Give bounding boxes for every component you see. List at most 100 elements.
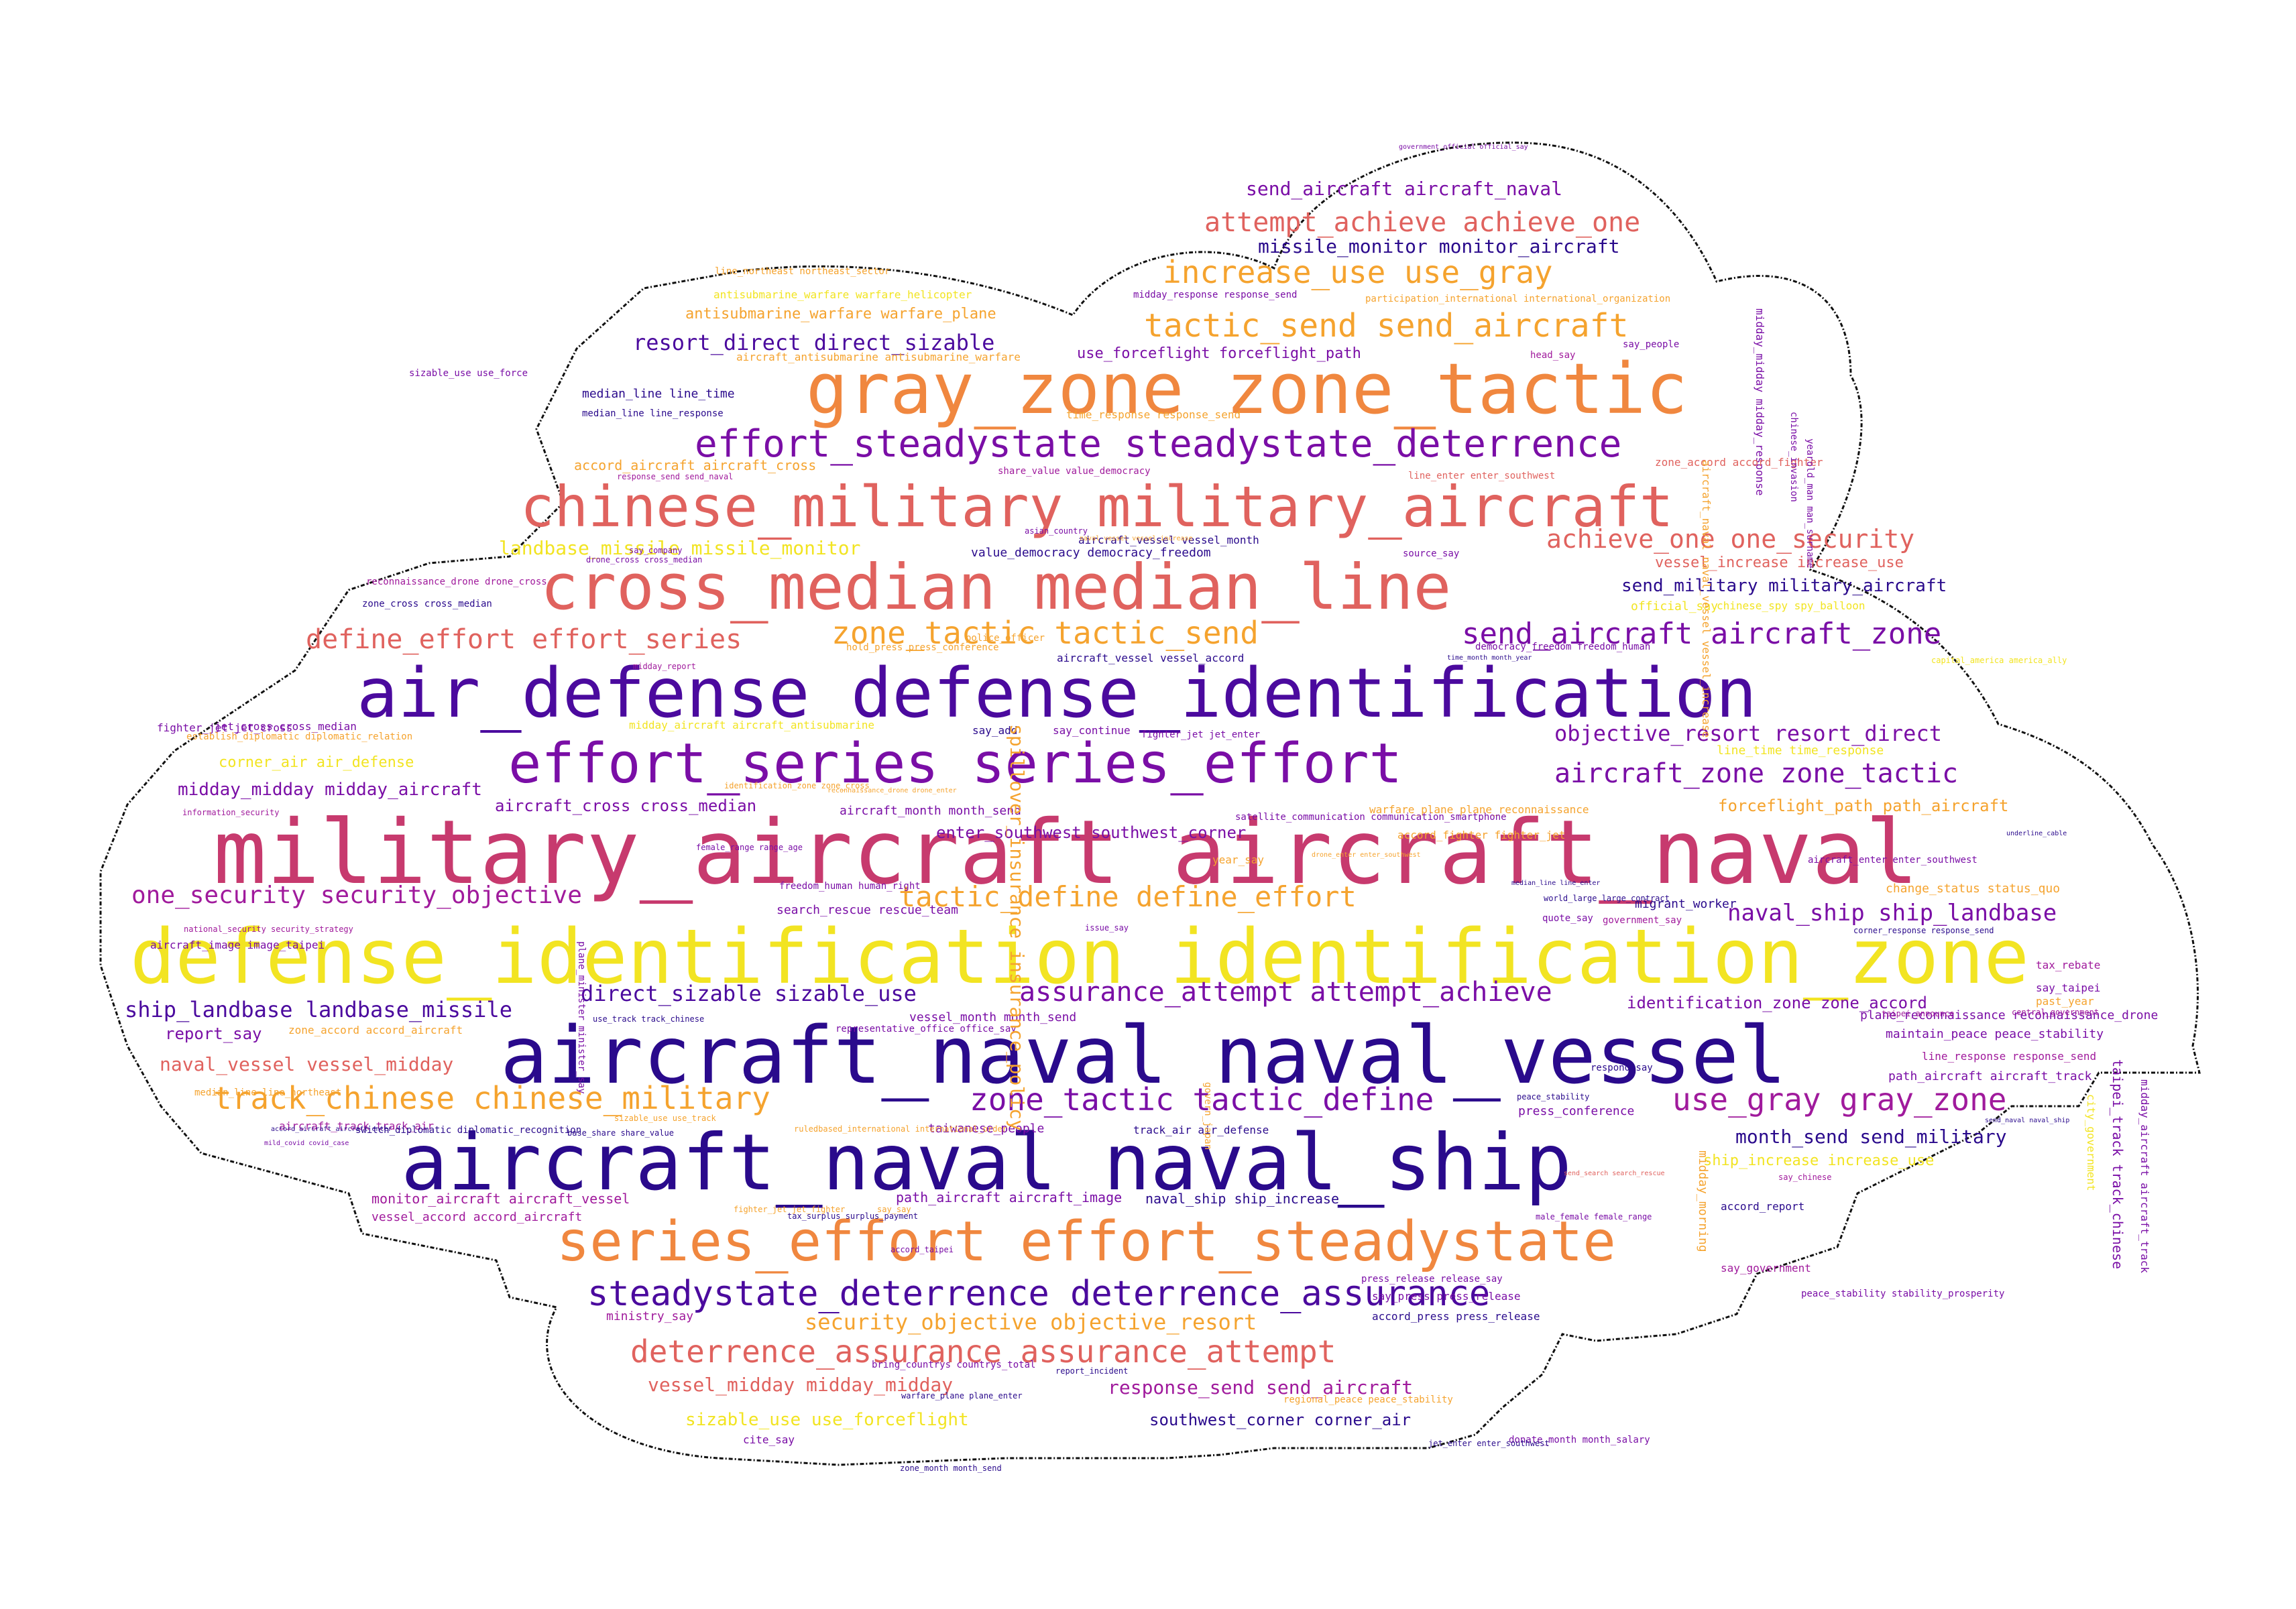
word-cloud-term: aircraft_vessel vessel_month (1078, 534, 1259, 546)
word-cloud-term: capital_america america_ally (1931, 656, 2067, 665)
word-cloud-term: vessel_midday midday_midday (648, 1374, 954, 1396)
word-cloud-term: accord_aircraft aircraft_enter (271, 1126, 392, 1133)
word-cloud-term: vessel_accord accord_aircraft (371, 1210, 583, 1224)
word-cloud-term: direct_sizable sizable_use (581, 981, 917, 1006)
word-cloud-term: government_say (1603, 915, 1682, 926)
word-cloud-term: national_security security_strategy (184, 925, 353, 934)
word-cloud-term: effort_steadystate steadystate_deterrenc… (695, 422, 1622, 466)
word-cloud-term: report_incident (1055, 1366, 1129, 1376)
word-cloud-term: value_democracy democracy_freedom (971, 546, 1211, 560)
word-cloud-term: warfare_plane plane_enter (901, 1391, 1023, 1401)
word-cloud-term: aircraft_naval naval_vessel (500, 1009, 1787, 1101)
word-cloud-term: drone_cross cross_median (586, 555, 703, 564)
word-cloud-term: line_northeast northeast_sector (715, 266, 891, 277)
word-cloud-term: gray_zone zone_tactic (806, 348, 1688, 430)
word-cloud-term: maintain_peace peace_stability (1886, 1027, 2104, 1041)
word-cloud-term: path_aircraft aircraft_track (1888, 1069, 2092, 1083)
word-cloud-term: deterrence_assurance assurance_attempt (630, 1333, 1336, 1370)
word-cloud-term: base_share share_value (567, 1128, 674, 1138)
word-cloud-term: city_government (2085, 1094, 2098, 1191)
word-cloud-term: democracy_freedom freedom_human (1475, 642, 1651, 652)
word-cloud-term: male_female female_range (1536, 1212, 1652, 1221)
word-cloud-term: use_forceflight forceflight_path (1077, 345, 1361, 362)
word-cloud-term: fighter_jet jet_cross (157, 721, 293, 734)
word-cloud-term: establish_diplomatic diplomatic_relation (186, 731, 413, 742)
word-cloud-term: increase_use use_gray (1163, 254, 1553, 290)
word-cloud-term: spillover_insurance insurance_policy (1006, 724, 1028, 1131)
word-cloud-term: define_effort effort_series (306, 624, 742, 655)
word-cloud-term: aircraft_cross cross_median (495, 796, 757, 815)
word-cloud-term: median_line line_northeast (194, 1087, 342, 1098)
word-cloud-term: freedom_human human_right (779, 881, 921, 892)
word-cloud-term: monitor_aircraft aircraft_vessel (371, 1191, 630, 1207)
word-cloud-term: information_security (182, 808, 280, 817)
word-cloud-term: response_send send_naval (617, 472, 734, 481)
word-cloud-term: say_add (972, 724, 1018, 737)
word-cloud-term: aircraft_antisubmarine antisubmarine_war… (736, 351, 1021, 363)
word-cloud-term: median_line line_response (582, 408, 724, 419)
word-cloud-term: use_gray gray_zone (1672, 1081, 2007, 1118)
word-cloud-term: send_search search_rescue (1564, 1170, 1665, 1177)
word-cloud-term: vessel_month month_send (909, 1010, 1077, 1024)
word-cloud-term: yearold_man man_surname (1804, 438, 1815, 569)
word-cloud-term: attempt_achieve achieve_one (1204, 207, 1641, 238)
word-cloud-term: zone_accord accord_fighter (1655, 456, 1823, 469)
word-cloud-term: track_air air_defense (1133, 1124, 1269, 1136)
word-cloud-term: use_track track_chinese (593, 1014, 705, 1024)
word-cloud-term: accord_fighter fighter_jet (1397, 829, 1566, 841)
word-cloud-term: official_say (1631, 599, 1719, 613)
word-cloud-term: resort_direct direct_sizable (633, 330, 995, 355)
word-cloud-term: identification_zone zone_accord (1627, 994, 1927, 1012)
word-cloud-term: median_line line_enter (1511, 880, 1601, 887)
word-cloud-term: representative_office office_say (836, 1024, 1017, 1034)
word-cloud-term: switch_diplomatic diplomatic_recognition (355, 1125, 582, 1136)
word-cloud-term: press_release release_say (1361, 1274, 1503, 1285)
word-cloud-term: aircraft_naval naval_ship (401, 1118, 1572, 1208)
word-cloud-term: zone_cross cross_median (362, 599, 492, 609)
word-cloud-term: send_naval naval_ship (1985, 1117, 2070, 1124)
word-cloud-term: zone_tactic tactic_define (970, 1081, 1434, 1118)
word-cloud-term: accord_press press_release (1372, 1310, 1540, 1323)
word-cloud-term: zone_tactic tactic_send (831, 615, 1259, 651)
word-cloud-term: report_say (165, 1024, 262, 1043)
word-cloud-term: taiwanese_people (928, 1122, 1045, 1136)
word-cloud-term: aircraft_naval naval_vessel vessel_incre… (1700, 460, 1713, 738)
word-cloud-term: jet_cross cross_median (215, 720, 357, 733)
word-cloud-term: objective_resort resort_direct (1554, 721, 1942, 746)
word-cloud-term: missile_monitor monitor_aircraft (1258, 235, 1620, 257)
word-cloud-term: antisubmarine_warfare warfare_plane (685, 306, 996, 322)
word-cloud-term: defense_identification identification_zo… (130, 914, 2030, 1001)
word-cloud-term: tax_rebate (2036, 959, 2101, 971)
word-cloud-term: steadystate_deterrence deterrence_assura… (587, 1274, 1491, 1314)
word-cloud-term: search_rescue rescue_team (777, 903, 958, 917)
word-cloud-term: achieve_one one_security (1546, 524, 1915, 554)
word-cloud-term: aircraft_image image_taipei (150, 939, 325, 951)
word-cloud-term: aircraft_vessel vessel_accord (1057, 652, 1245, 664)
word-cloud-term: tactic_define define_effort (899, 880, 1357, 913)
word-cloud-term: sizable_use use_track (614, 1114, 716, 1123)
word-cloud-term: accord_aircraft aircraft_cross (574, 457, 817, 473)
word-cloud-term: peace_stability (1517, 1092, 1590, 1101)
word-cloud-term: fighter_jet jet_enter (1141, 729, 1261, 740)
word-cloud-term: chinese_spy spy_balloon (1717, 599, 1866, 612)
word-cloud-term: taipei_track track_chinese (2110, 1059, 2126, 1270)
word-cloud-term: say_say (877, 1205, 911, 1214)
word-cloud-term: ship_landbase landbase_missile (125, 997, 512, 1022)
word-cloud-term: say_chinese (1778, 1173, 1832, 1182)
word-cloud-term: corner_air air_defense (219, 754, 414, 771)
word-cloud-term: send_military military_aircraft (1621, 576, 1947, 596)
word-cloud-term: cross_median median_line (540, 551, 1452, 624)
word-cloud-term: identification_zone zone_cross (724, 781, 870, 790)
word-cloud-term: line_response response_send (1922, 1050, 2097, 1063)
word-cloud-term: issue_say (1085, 923, 1129, 933)
word-cloud-term: zone_month month_send (900, 1464, 1002, 1473)
word-cloud-term: series_effort effort_steadystate (557, 1210, 1616, 1274)
word-cloud-term: naval_vessel vessel_increase (1080, 535, 1193, 542)
word-cloud-term: forceflight_path path_aircraft (1718, 796, 2009, 815)
word-cloud-term: send_aircraft aircraft_naval (1246, 178, 1563, 200)
word-cloud-term: aircraft_zone zone_tactic (1554, 758, 1959, 789)
word-cloud-term: aircraft_track track_air (279, 1120, 435, 1132)
word-cloud-term: naval_vessel vessel_midday (160, 1053, 454, 1075)
word-cloud-term: midday_report (633, 662, 696, 671)
